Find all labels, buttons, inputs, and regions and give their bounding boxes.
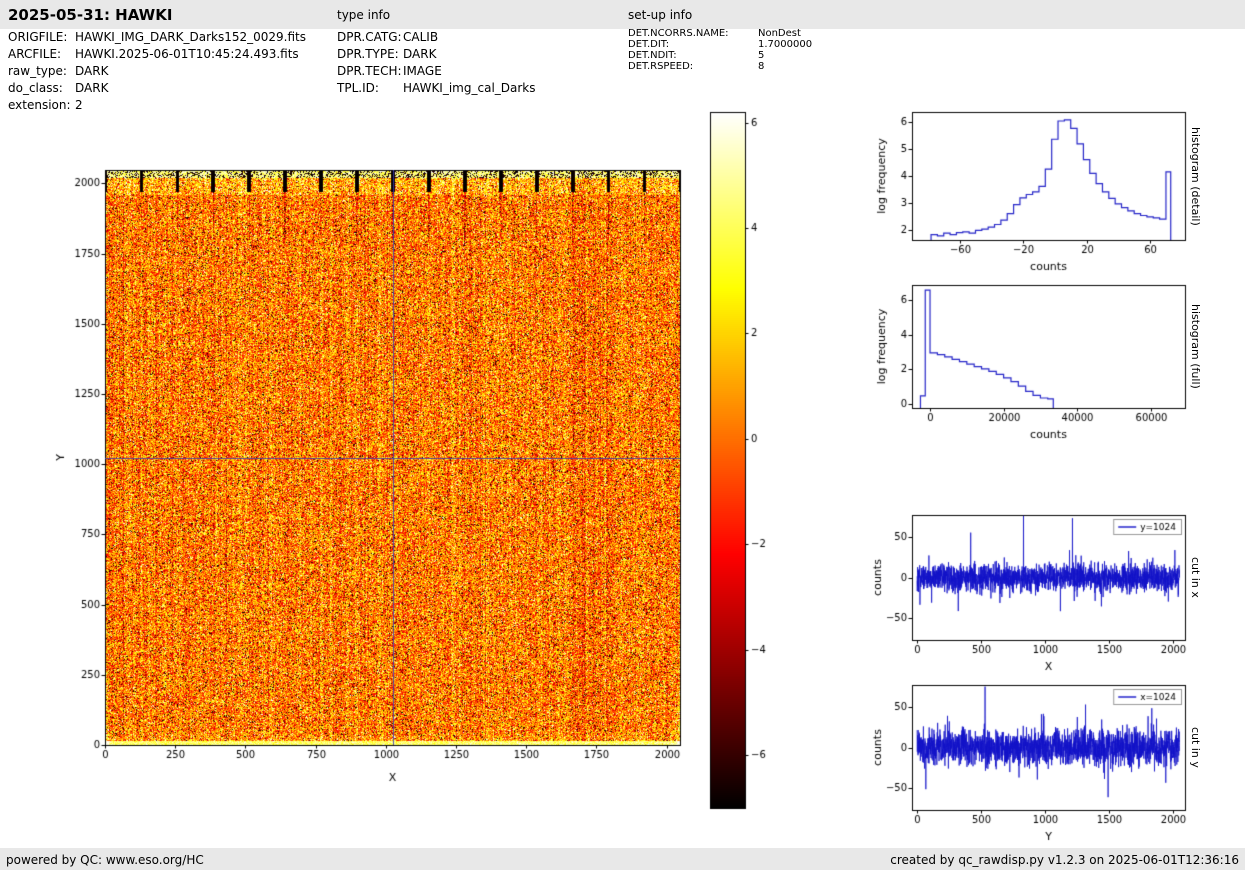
- meta-key: DET.NDIT:: [628, 50, 677, 61]
- meta-key: extension:: [8, 98, 71, 112]
- meta-row-extension: extension: 2: [8, 97, 306, 114]
- meta-key: DET.RSPEED:: [628, 61, 694, 72]
- meta-key: ARCFILE:: [8, 47, 62, 61]
- meta-row-dpr-catg: DPR.CATG: CALIB: [337, 29, 536, 46]
- histogram-full-side-title: histogram (full): [1189, 304, 1202, 389]
- meta-key: DPR.TECH:: [337, 64, 402, 78]
- meta-key: TPL.ID:: [337, 81, 379, 95]
- footer-bar: [0, 848, 1245, 870]
- type-info-block: DPR.CATG: CALIB DPR.TYPE: DARK DPR.TECH: IM…: [337, 29, 536, 97]
- cut-in-y-side-title: cut in y: [1189, 727, 1202, 768]
- detector-image: [30, 130, 690, 800]
- meta-value: IMAGE: [403, 64, 442, 78]
- meta-value: 5: [758, 50, 765, 61]
- meta-key: DPR.TYPE:: [337, 47, 399, 61]
- meta-value: DARK: [75, 64, 109, 78]
- meta-row-raw-type: raw_type: DARK: [8, 63, 306, 80]
- histogram-full-plot: [855, 268, 1195, 453]
- cut-in-x-plot: [855, 498, 1195, 683]
- footer-credit-script: created by qc_rawdisp.py v1.2.3 on 2025-…: [890, 853, 1239, 867]
- meta-row-do-class: do_class: DARK: [8, 80, 306, 97]
- meta-row-dpr-type: DPR.TYPE: DARK: [337, 46, 536, 63]
- meta-value: 8: [758, 61, 765, 72]
- meta-row-ncorrs: DET.NCORRS.NAME: NonDest: [628, 28, 812, 39]
- cut-in-x-side-title: cut in x: [1189, 557, 1202, 598]
- meta-value: NonDest: [758, 28, 801, 39]
- type-info-heading: type info: [337, 8, 391, 22]
- meta-value: 2: [75, 98, 83, 112]
- meta-key: DET.DIT:: [628, 39, 670, 50]
- setup-info-heading: set-up info: [628, 8, 693, 22]
- meta-value: HAWKI_IMG_DARK_Darks152_0029.fits: [75, 30, 306, 44]
- footer-credit-qc: powered by QC: www.eso.org/HC: [6, 853, 204, 867]
- meta-row-origfile: ORIGFILE: HAWKI_IMG_DARK_Darks152_0029.fi…: [8, 29, 306, 46]
- header-bar: 2025-05-31: HAWKI type info set-up info: [0, 0, 1245, 29]
- meta-row-ndit: DET.NDIT: 5: [628, 50, 812, 61]
- meta-key: DET.NCORRS.NAME:: [628, 28, 729, 39]
- page-title: 2025-05-31: HAWKI: [8, 6, 173, 24]
- meta-value: DARK: [403, 47, 437, 61]
- meta-value: HAWKI.2025-06-01T10:45:24.493.fits: [75, 47, 299, 61]
- colorbar: [700, 105, 790, 820]
- meta-value: CALIB: [403, 30, 439, 44]
- setup-info-block: DET.NCORRS.NAME: NonDest DET.DIT: 1.700000…: [628, 28, 812, 72]
- meta-row-rspeed: DET.RSPEED: 8: [628, 61, 812, 72]
- file-info-block: ORIGFILE: HAWKI_IMG_DARK_Darks152_0029.fi…: [8, 29, 306, 114]
- meta-value: DARK: [75, 81, 109, 95]
- meta-key: do_class:: [8, 81, 63, 95]
- meta-row-dit: DET.DIT: 1.7000000: [628, 39, 812, 50]
- meta-row-arcfile: ARCFILE: HAWKI.2025-06-01T10:45:24.493.fi…: [8, 46, 306, 63]
- meta-row-tpl-id: TPL.ID: HAWKI_img_cal_Darks: [337, 80, 536, 97]
- histogram-detail-plot: [855, 95, 1195, 280]
- meta-key: raw_type:: [8, 64, 67, 78]
- meta-row-dpr-tech: DPR.TECH: IMAGE: [337, 63, 536, 80]
- histogram-detail-side-title: histogram (detail): [1189, 126, 1202, 226]
- meta-value: HAWKI_img_cal_Darks: [403, 81, 536, 95]
- meta-key: DPR.CATG:: [337, 30, 402, 44]
- cut-in-y-plot: [855, 668, 1195, 853]
- meta-key: ORIGFILE:: [8, 30, 68, 44]
- meta-value: 1.7000000: [758, 39, 813, 50]
